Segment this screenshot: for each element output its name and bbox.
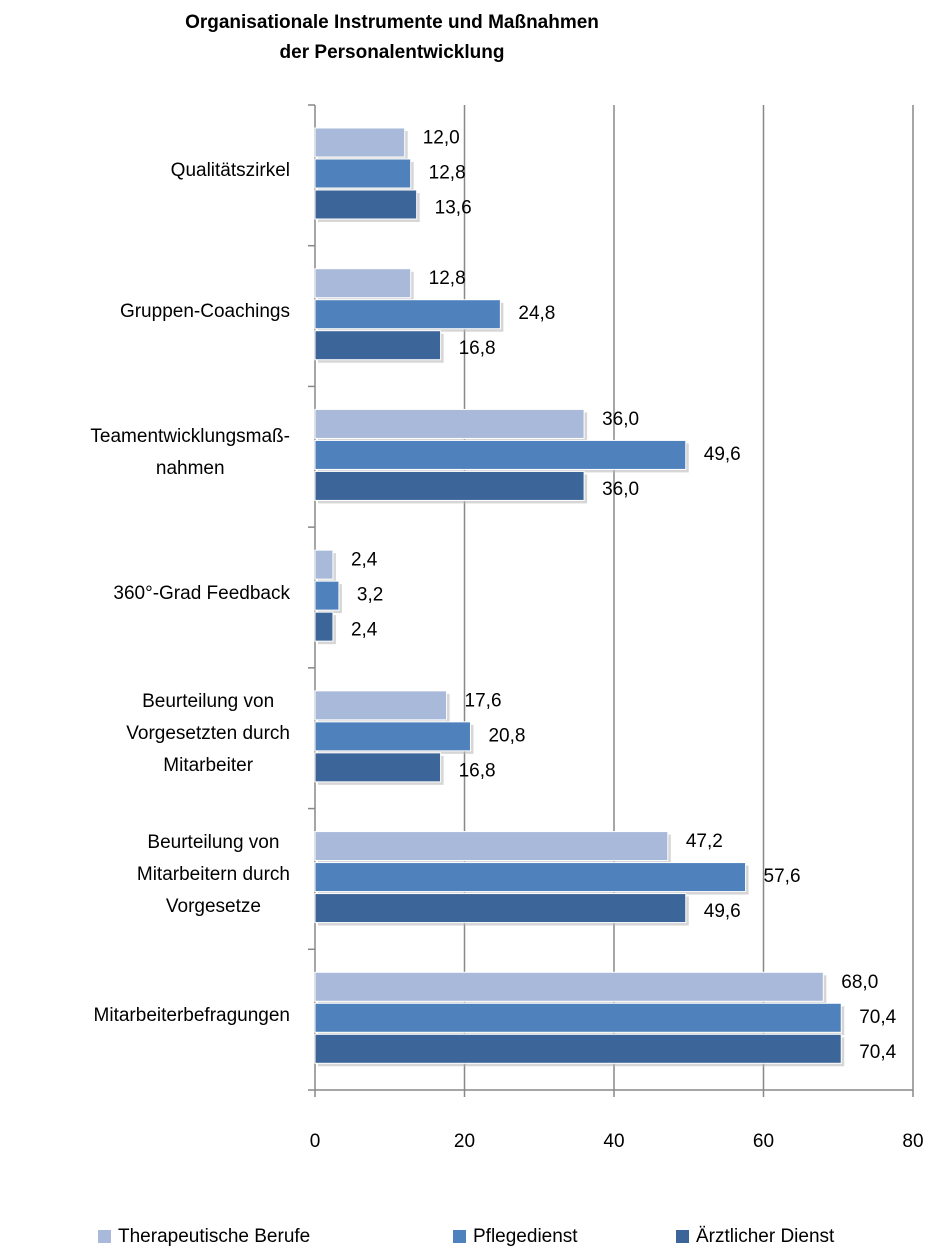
legend-label: Ärztlicher Dienst (696, 1226, 835, 1247)
y-tick-label: Teamentwicklungsmaß- nahmen (90, 425, 290, 479)
legend-label: Pflegedienst (473, 1226, 578, 1247)
y-tick-label: Mitarbeiterbefragungen (93, 1004, 290, 1026)
data-label: 12,8 (429, 268, 466, 289)
legend-label: Therapeutische Berufe (118, 1226, 310, 1247)
y-tick-label: Gruppen-Coachings (119, 301, 290, 323)
bar (314, 611, 334, 642)
y-tick-label: Beurteilung von Mitarbeitern durch Vorge… (136, 831, 290, 917)
legend-swatch (98, 1230, 111, 1243)
legend-swatch (453, 1230, 466, 1243)
bar (314, 189, 418, 220)
bar (314, 299, 501, 330)
x-tick-label: 80 (902, 1131, 923, 1152)
x-tick-label: 0 (310, 1131, 321, 1152)
data-label: 24,8 (518, 303, 555, 324)
bar (314, 752, 442, 783)
bar (314, 690, 448, 721)
bar (314, 1002, 842, 1033)
bar (314, 721, 471, 752)
data-label: 68,0 (841, 972, 878, 993)
data-label: 2,4 (351, 550, 378, 571)
bar (314, 893, 687, 924)
y-tick-label: Beurteilung von Vorgesetzten durch Mitar… (126, 691, 290, 777)
bar (314, 549, 334, 580)
data-label: 3,2 (357, 585, 383, 606)
data-label: 70,4 (859, 1007, 896, 1028)
y-tick-label: 360°-Grad Feedback (113, 582, 290, 604)
data-label: 36,0 (602, 479, 639, 500)
data-label: 2,4 (351, 620, 378, 641)
bar (314, 127, 406, 158)
data-label: 17,6 (465, 690, 502, 711)
data-label: 49,6 (704, 444, 741, 465)
data-label: 70,4 (859, 1042, 896, 1063)
data-label: 12,8 (429, 163, 466, 184)
y-tick-label: Qualitätszirkel (170, 160, 290, 182)
chart-title: Organisationale Instrumente und Maßnahme… (185, 12, 599, 63)
bar (314, 831, 669, 862)
data-label: 47,2 (686, 831, 723, 852)
bar (314, 971, 824, 1002)
bar (314, 408, 585, 439)
data-label: 36,0 (602, 409, 639, 430)
data-label: 16,8 (459, 338, 496, 359)
bar (314, 268, 412, 299)
data-label: 20,8 (488, 725, 525, 746)
bar (314, 158, 412, 189)
x-tick-label: 60 (753, 1131, 774, 1152)
bar (314, 862, 747, 893)
legend-swatch (676, 1230, 689, 1243)
bar (314, 1033, 842, 1064)
x-tick-label: 40 (603, 1131, 624, 1152)
bar (314, 330, 442, 361)
x-tick-label: 20 (454, 1131, 475, 1152)
bar (314, 580, 340, 611)
data-label: 49,6 (704, 901, 741, 922)
data-label: 13,6 (435, 198, 472, 219)
bar (314, 439, 687, 470)
data-label: 12,0 (423, 128, 460, 149)
data-label: 57,6 (764, 866, 801, 887)
data-label: 16,8 (459, 760, 496, 781)
bar (314, 470, 585, 501)
